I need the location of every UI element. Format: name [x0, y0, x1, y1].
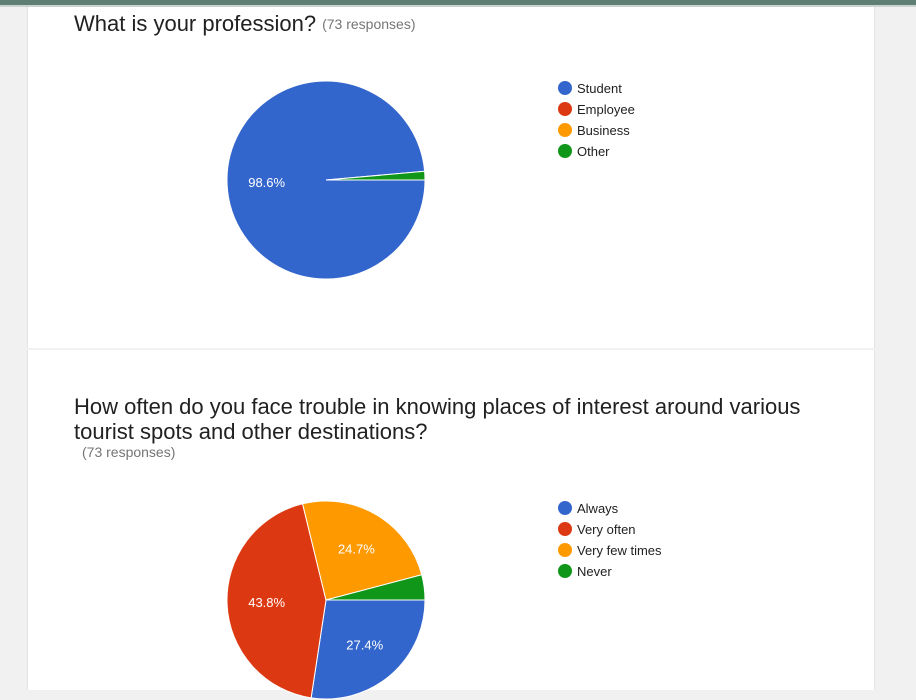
legend-label: Student: [577, 81, 622, 96]
pie-chart[interactable]: 27.4% 43.8% 24.7%: [226, 500, 426, 700]
pie-chart[interactable]: 98.6%: [226, 80, 426, 280]
legend-item[interactable]: Very few times: [558, 540, 662, 561]
slice-percent-label: 43.8%: [248, 595, 285, 610]
chart-legend: Always Very often Very few times Never: [558, 498, 662, 582]
response-count: (73 responses): [82, 444, 176, 460]
response-count: (73 responses): [322, 16, 416, 32]
legend-item[interactable]: Very often: [558, 519, 662, 540]
pie-slice-very-few-times[interactable]: [301, 500, 423, 601]
slice-percent-label: 27.4%: [346, 638, 383, 653]
legend-swatch: [558, 102, 572, 116]
slice-percent-label: 98.6%: [248, 175, 285, 190]
top-accent-bar: [0, 0, 916, 7]
legend-swatch: [558, 522, 572, 536]
legend-swatch: [558, 501, 572, 515]
legend-item[interactable]: Employee: [558, 99, 635, 120]
legend-swatch: [558, 123, 572, 137]
legend-item[interactable]: Never: [558, 561, 662, 582]
question-title: How often do you face trouble in knowing…: [74, 394, 801, 444]
legend-item[interactable]: Business: [558, 120, 635, 141]
legend-item[interactable]: Always: [558, 498, 662, 519]
legend-label: Always: [577, 501, 619, 516]
legend-label: Business: [577, 123, 630, 138]
legend-label: Very few times: [577, 543, 662, 558]
legend-swatch: [558, 81, 572, 95]
question-card-trouble-frequency: How often do you face trouble in knowing…: [27, 350, 875, 700]
legend-label: Employee: [577, 102, 635, 117]
legend-swatch: [558, 543, 572, 557]
question-card-profession: What is your profession? (73 responses) 9…: [27, 7, 875, 348]
slice-percent-label: 24.7%: [338, 541, 375, 556]
pie-slice-never[interactable]: [325, 574, 426, 601]
legend-item[interactable]: Other: [558, 141, 635, 162]
question-title: What is your profession? (73 responses): [74, 11, 416, 37]
question-text: What is your profession?: [74, 11, 317, 36]
legend-item[interactable]: Student: [558, 78, 635, 99]
legend-swatch: [558, 144, 572, 158]
legend-label: Never: [577, 564, 612, 579]
legend-label: Other: [577, 144, 610, 159]
pie-slice-other[interactable]: [325, 170, 426, 181]
legend-swatch: [558, 564, 572, 578]
legend-label: Very often: [577, 522, 636, 537]
chart-legend: Student Employee Business Other: [558, 78, 635, 162]
